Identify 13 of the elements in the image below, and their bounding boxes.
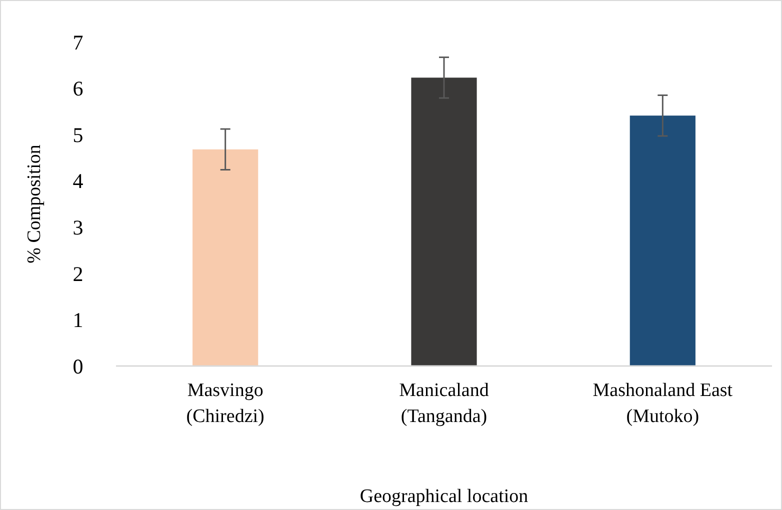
y-tick-label: 1 <box>72 308 84 332</box>
y-tick-label: 7 <box>72 30 84 54</box>
x-tick-label: Masvingo (Chiredzi) <box>186 380 264 427</box>
x-tick-label: Mashonaland East (Mutoko) <box>592 380 734 427</box>
x-axis-title: Geographical location <box>360 486 529 507</box>
y-tick-label: 6 <box>72 76 84 101</box>
y-axis-title: % Composition <box>24 144 45 264</box>
y-tick-label: 5 <box>72 122 84 147</box>
x-tick-label: Manicaland (Tanganda) <box>399 380 490 427</box>
y-tick-label: 3 <box>72 215 84 240</box>
y-tick-label: 0 <box>72 354 84 378</box>
y-tick-label: 4 <box>72 169 84 194</box>
y-tick-label: 2 <box>72 262 84 286</box>
